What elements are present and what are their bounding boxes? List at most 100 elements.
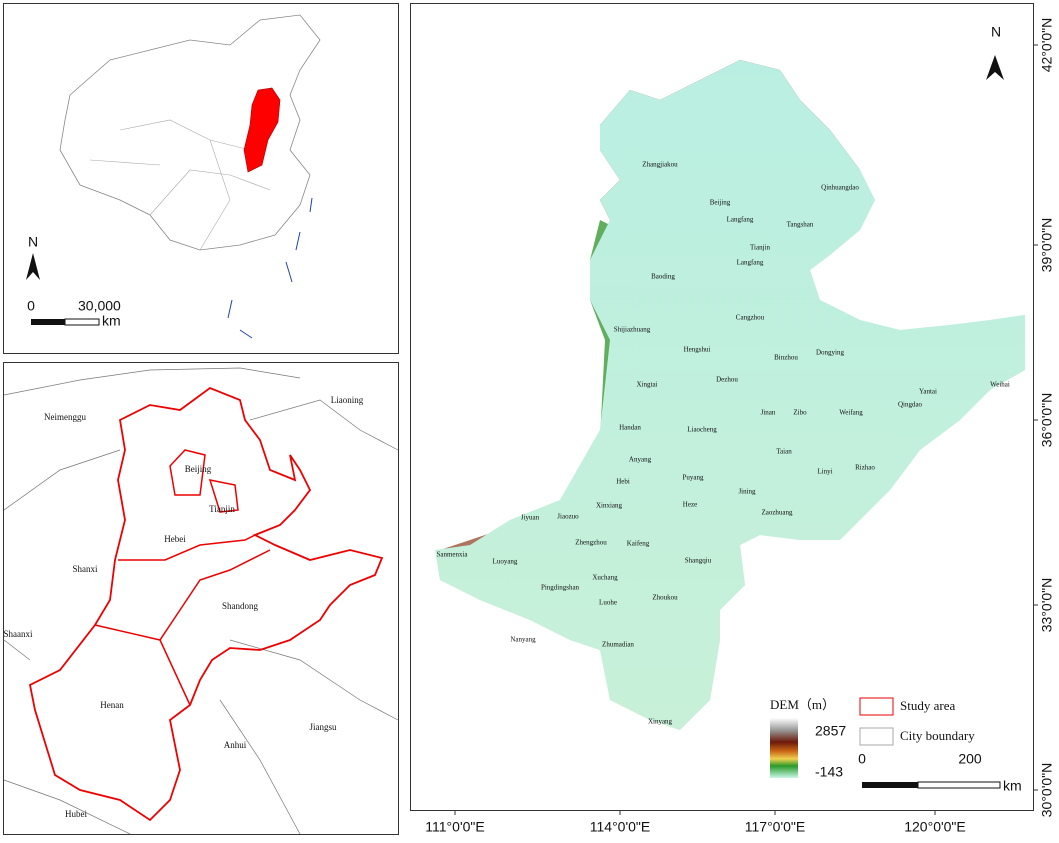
city-label: Sanmenxia: [436, 551, 468, 559]
north-arrow: [986, 55, 1004, 80]
main-frame: [410, 3, 1034, 811]
province-lines: [3, 367, 399, 835]
city-label: Taian: [776, 448, 792, 456]
city-label: Heze: [683, 501, 697, 509]
city-label: Weifang: [839, 409, 863, 417]
city-label: Langfang: [737, 259, 764, 267]
scale-label: 200: [958, 751, 982, 767]
inset-frame: [3, 362, 399, 835]
city-label: Linyi: [817, 468, 832, 476]
dash-line: [227, 197, 313, 339]
province-label: Henan: [100, 700, 124, 710]
longitude-label: 111°0'0"E: [425, 819, 484, 835]
longitude-label: 120°0'0"E: [904, 819, 966, 835]
city-label: Cangzhou: [736, 314, 765, 322]
latitude-label: 30°0'0"N: [1039, 763, 1055, 818]
scale-unit: km: [102, 313, 121, 329]
city-label: Zhengzhou: [575, 539, 607, 547]
province-boundary: [94, 449, 271, 706]
north-arrow: [26, 253, 40, 280]
city-label: Handan: [619, 424, 641, 432]
province-label: Liaoning: [331, 395, 364, 405]
city-label: Zhoukou: [652, 594, 678, 602]
province-label: Shandong: [222, 601, 259, 611]
latitude-label: 39°0'0"N: [1039, 218, 1055, 273]
city-label: Langfang: [727, 216, 754, 224]
city-label: Binzhou: [774, 354, 798, 362]
city-label: Liaocheng: [687, 426, 717, 434]
scale-label: 0: [858, 751, 866, 767]
city-label: Anyang: [629, 456, 652, 464]
legend-swatch: [859, 697, 894, 716]
scale-bar: [64, 318, 100, 326]
scale-label: 30,000: [78, 298, 121, 314]
city-label: Xingtai: [637, 381, 658, 389]
city-label: Zhangjiakou: [642, 161, 678, 169]
city-label: Weihai: [990, 381, 1010, 389]
dem-max: 2857: [815, 723, 846, 739]
city-label: Jining: [738, 488, 756, 496]
inset-frame: [3, 3, 399, 354]
scale-bar: [917, 781, 1001, 789]
north-label: N: [28, 234, 38, 250]
province-label: Beijing: [185, 464, 212, 474]
study-area-outline: [28, 386, 384, 822]
city-label: Dezhou: [716, 376, 738, 384]
city-label: Puyang: [683, 474, 705, 482]
scale-bar: [31, 319, 65, 325]
province-label: Anhui: [224, 740, 247, 750]
latitude-label: 42°0'0"N: [1039, 18, 1055, 73]
city-label: Shangqiu: [685, 557, 712, 565]
scale-unit: km: [1003, 778, 1022, 794]
city-label: Hengshui: [684, 346, 711, 354]
city-label: Jiaozuo: [557, 513, 579, 521]
dem-min: -143: [815, 764, 843, 780]
dem-colorbar: [770, 718, 798, 778]
china-outline: [59, 14, 321, 251]
city-label: Jinan: [761, 409, 776, 417]
city-label: Luohe: [599, 599, 617, 607]
city-label: Tianjin: [750, 244, 770, 252]
legend-label: Study area: [900, 698, 955, 713]
city-label: Yantai: [919, 388, 937, 396]
latitude-label: 36°0'0"N: [1039, 393, 1055, 448]
city-label: Xinyang: [648, 718, 673, 726]
city-label: Dongying: [816, 349, 845, 357]
city-label: Zibo: [793, 409, 807, 417]
province-label: Jiangsu: [310, 722, 338, 732]
scale-label: 0: [27, 298, 35, 314]
city-label: Pingdingshan: [541, 584, 580, 592]
city-label: Nanyang: [510, 636, 536, 644]
city-label: Luoyang: [493, 558, 518, 566]
city-label: Baoding: [651, 273, 675, 281]
city-label: Xuchang: [592, 574, 618, 582]
city-label: Tangshan: [787, 221, 814, 229]
scale-bar: [862, 782, 918, 788]
city-label: Xinxiang: [596, 502, 623, 510]
legend-swatch: [859, 727, 894, 746]
longitude-label: 114°0'0"E: [590, 819, 650, 835]
study-area-highlight: [243, 87, 281, 173]
province-label: Tianjin: [209, 504, 235, 514]
north-label: N: [991, 24, 1001, 40]
city-label: Zhumadian: [602, 641, 634, 649]
province-label: Hubei: [65, 809, 87, 819]
city-label: Beijing: [710, 199, 731, 207]
city-label: Hebi: [616, 478, 630, 486]
city-label: Jiyuan: [521, 514, 540, 522]
province-label: Shanxi: [72, 564, 98, 574]
longitude-label: 117°0'0"E: [745, 819, 805, 835]
city-label: Zaozhuang: [761, 509, 793, 517]
latitude-label: 33°0'0"N: [1039, 578, 1055, 633]
province-label: Neimenggu: [44, 412, 86, 422]
legend-title: DEM（m）: [770, 697, 835, 712]
legend-label: City boundary: [900, 728, 975, 743]
province-label: Shaanxi: [4, 629, 33, 639]
city-label: Kaifeng: [627, 540, 650, 548]
province-label: Hebei: [164, 534, 186, 544]
city-label: Qingdao: [898, 401, 923, 409]
city-label: Rizhao: [855, 464, 875, 472]
city-label: Qinhuangdao: [821, 184, 859, 192]
